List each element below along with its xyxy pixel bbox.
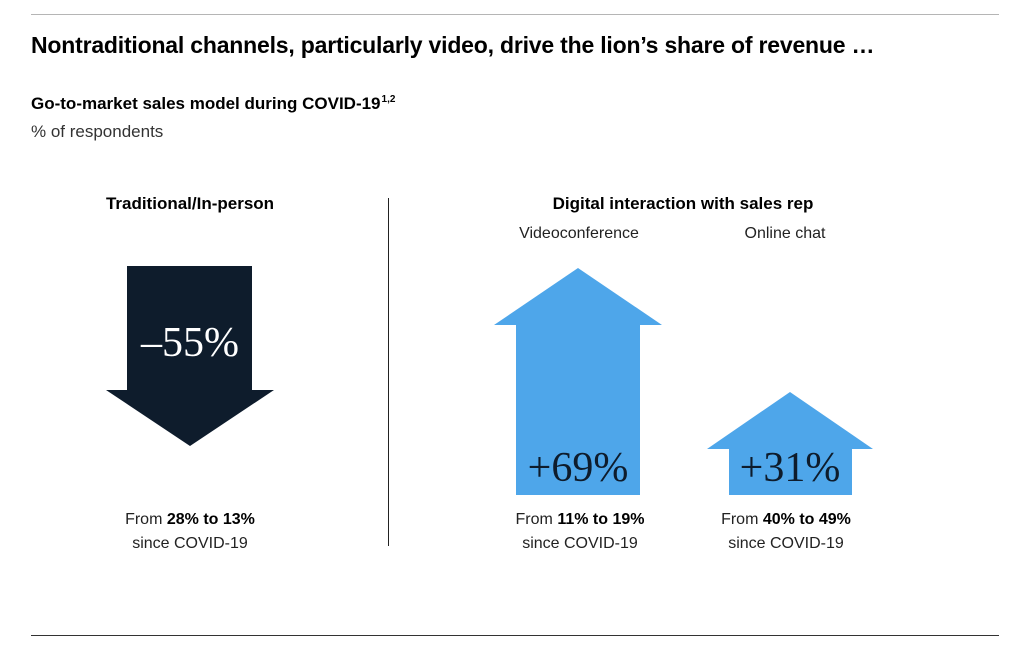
note-videoconference-line2: since COVID-19 <box>522 535 638 552</box>
note-online-chat-range: 40% to 49% <box>762 511 851 528</box>
note-traditional-line1: From 28% to 13% <box>80 508 300 532</box>
note-traditional-line2: since COVID-19 <box>132 535 248 552</box>
series-label-online-chat: Online chat <box>744 225 826 242</box>
subtitle-footnote: 1,2 <box>381 94 396 105</box>
group-heading-traditional: Traditional/In-person <box>105 194 275 213</box>
note-online-chat-prefix: From <box>721 511 763 528</box>
top-rule <box>31 14 999 15</box>
unit-label: % of respondents <box>31 122 164 141</box>
bottom-rule <box>31 635 999 636</box>
series-label-videoconference: Videoconference <box>519 225 639 242</box>
arrow-videoconference-up <box>494 268 662 495</box>
note-videoconference-range: 11% to 19% <box>557 511 645 528</box>
note-traditional: From 28% to 13% since COVID-19 <box>80 508 300 556</box>
note-online-chat-line1: From 40% to 49% <box>676 508 896 532</box>
note-videoconference-line1: From 11% to 19% <box>470 508 690 532</box>
note-traditional-prefix: From <box>125 511 167 528</box>
arrow-online-chat-up <box>707 392 873 495</box>
note-online-chat: From 40% to 49% since COVID-19 <box>676 508 896 556</box>
arrow-traditional-down <box>106 266 274 446</box>
group-heading-digital: Digital interaction with sales rep <box>552 194 814 213</box>
group-divider <box>388 198 389 546</box>
change-label-videoconference: +69% <box>528 445 629 491</box>
chart-subtitle: Go-to-market sales model during COVID-19… <box>31 94 395 114</box>
note-videoconference-prefix: From <box>515 511 558 528</box>
chart-title: Nontraditional channels, particularly vi… <box>31 32 875 58</box>
change-label-traditional: –55% <box>140 320 239 366</box>
change-label-online-chat: +31% <box>740 445 841 491</box>
subtitle-text: Go-to-market sales model during COVID-19 <box>31 94 381 113</box>
note-online-chat-line2: since COVID-19 <box>728 535 844 552</box>
note-videoconference: From 11% to 19% since COVID-19 <box>470 508 690 556</box>
note-traditional-range: 28% to 13% <box>166 511 255 528</box>
